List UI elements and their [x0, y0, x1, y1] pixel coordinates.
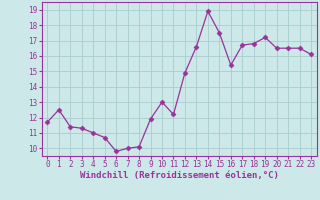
- X-axis label: Windchill (Refroidissement éolien,°C): Windchill (Refroidissement éolien,°C): [80, 171, 279, 180]
